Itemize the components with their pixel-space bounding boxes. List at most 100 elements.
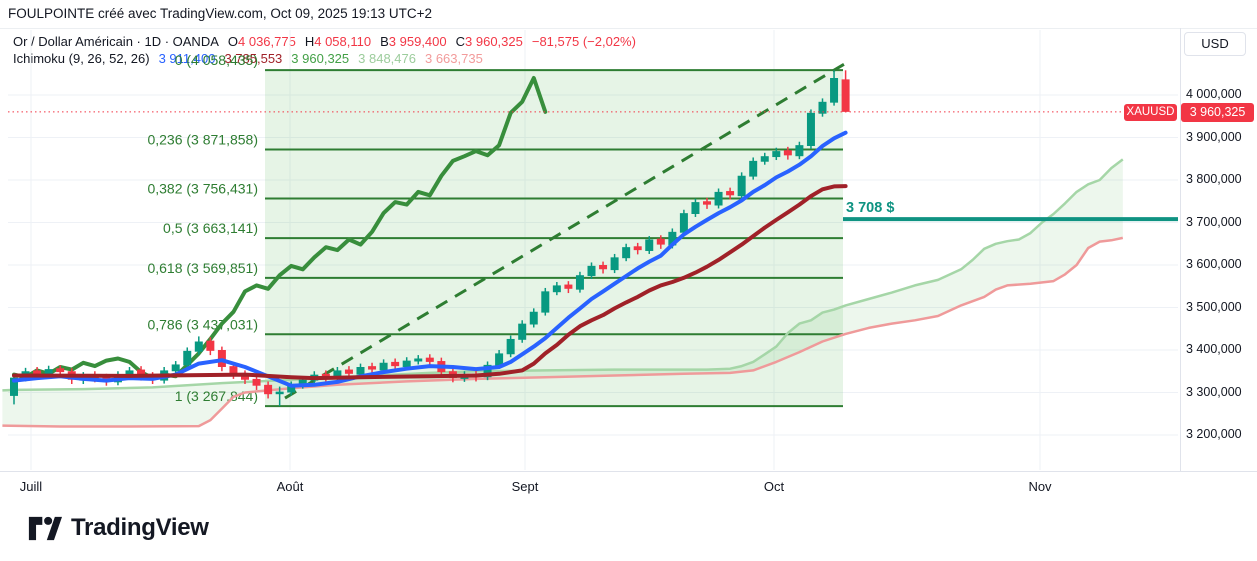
time-axis-border <box>0 471 1257 472</box>
price-tick-label: 3 900,000 <box>1186 129 1242 144</box>
candle-body <box>183 350 192 366</box>
symbol-row: Or / Dollar Américain · 1D · OANDA O4 036… <box>13 34 636 49</box>
lagging-span-line <box>12 76 548 381</box>
candle-body <box>298 379 307 386</box>
candle-body <box>622 247 631 259</box>
price-tick-label: 3 700,000 <box>1186 214 1242 229</box>
candle-body <box>33 370 42 375</box>
price-tick-label: 3 400,000 <box>1186 342 1242 356</box>
fib-level-label: 0,382 (3 756,431) <box>147 181 258 197</box>
candle-body <box>194 341 203 352</box>
candle-body <box>321 373 330 378</box>
candle-body <box>275 391 284 395</box>
month-label: Sept <box>511 479 539 494</box>
fib-level-label: 0,618 (3 569,851) <box>147 260 258 276</box>
tradingview-logo-icon <box>28 516 62 540</box>
logo-text: TradingView <box>71 514 209 541</box>
price-tick-label: 3 800,000 <box>1186 172 1242 186</box>
price-level-label: 3 708 $ <box>846 200 894 216</box>
low-value: 3 959,400 <box>388 34 447 49</box>
fib-level-label: 0,236 (3 871,858) <box>147 131 258 147</box>
candle-body <box>379 362 388 371</box>
candle-body <box>633 246 642 251</box>
watermark-text: FOULPOINTE créé avec TradingView.com, Oc… <box>8 6 433 21</box>
currency-button[interactable]: USD <box>1184 32 1246 56</box>
fib-level-label: 1 (3 267,844) <box>175 388 258 404</box>
candle-body <box>783 150 792 156</box>
candle-body <box>229 366 238 375</box>
candle-body <box>737 175 746 197</box>
candle-body <box>10 377 18 396</box>
symbol-price-flag: XAUUSD <box>1124 104 1177 121</box>
candle-body <box>714 191 723 206</box>
indicator-row[interactable]: Ichimoku (9, 26, 52, 26) 3 911,400 3 785,5… <box>13 51 483 66</box>
ichimoku-cloud <box>2 159 1123 427</box>
candle-body <box>252 378 261 386</box>
candle-body <box>287 384 296 393</box>
candle-body <box>414 358 423 362</box>
candle-body <box>529 311 538 325</box>
open-value: 4 036,775 <box>238 34 296 49</box>
candle-body <box>830 78 839 103</box>
month-label: Nov <box>1028 479 1052 494</box>
candle-body <box>402 360 411 367</box>
candle-body <box>841 79 850 112</box>
ichimoku-conversion-value: 3 911,400 <box>158 51 216 66</box>
candle-body <box>495 353 504 366</box>
candle-body <box>610 257 619 271</box>
fib-level-label: 0 (4 058,435) <box>175 52 258 68</box>
high-value: 4 058,110 <box>314 34 372 49</box>
candle-body <box>541 291 550 313</box>
close-value: 3 960,325 <box>465 34 523 49</box>
month-label: Août <box>276 479 304 494</box>
price-tick-label: 4 000,000 <box>1186 87 1242 101</box>
fib-level-label: 0,786 (3 437,031) <box>147 316 258 332</box>
month-label: Juill <box>19 479 43 494</box>
price-tick-label: 3 600,000 <box>1186 257 1242 271</box>
candle-body <box>760 156 769 162</box>
tradingview-logo[interactable]: TradingView <box>28 514 209 542</box>
price-tick-label: 3 300,000 <box>1186 384 1242 399</box>
candle-body <box>575 275 584 290</box>
high-label: H <box>304 34 315 49</box>
candle-body <box>44 369 53 376</box>
conversion-line <box>12 130 848 388</box>
candle-body <box>344 369 353 374</box>
price-tick-label: 3 200,000 <box>1186 427 1242 441</box>
candle-body <box>749 160 758 177</box>
ichimoku-lead1-value: 3 848,476 <box>358 51 416 66</box>
ichimoku-base-value: 3 785,553 <box>224 51 283 66</box>
indicator-name: Ichimoku (9, 26, 52, 26) <box>13 51 150 66</box>
candle-body <box>656 238 665 245</box>
candle-body <box>679 213 688 233</box>
candle-body <box>506 338 515 355</box>
candle-body <box>333 370 342 379</box>
time-axis[interactable]: Juill Août Sept Oct Nov <box>0 471 1257 501</box>
candle-body <box>668 231 677 246</box>
close-label: C <box>455 34 466 49</box>
candle-body <box>518 323 527 340</box>
candle-body <box>645 239 654 251</box>
candle-body <box>587 265 596 277</box>
ichimoku-lead2-value: 3 663,735 <box>424 51 483 66</box>
candle-body <box>552 285 561 293</box>
candle-body <box>125 370 134 376</box>
price-tick-label: 3 500,000 <box>1186 299 1242 314</box>
candle-body <box>691 202 700 214</box>
candle-body <box>391 361 400 367</box>
candle-body <box>772 151 781 158</box>
last-price-label: 3 960,325 <box>1181 103 1254 122</box>
candle-body <box>264 384 273 395</box>
candle-body <box>564 284 573 289</box>
fib-level-label: 0,5 (3 663,141) <box>163 220 258 236</box>
candle-body <box>137 369 146 377</box>
symbol-title: Or / Dollar Américain · 1D · OANDA <box>13 34 219 49</box>
candle-body <box>206 340 215 351</box>
ichimoku-lagging-value: 3 960,325 <box>291 51 350 66</box>
candle-body <box>356 367 365 375</box>
change-value: −81,575 (−2,02%) <box>531 34 636 49</box>
price-axis-border <box>1180 28 1181 471</box>
candle-body <box>818 101 827 114</box>
